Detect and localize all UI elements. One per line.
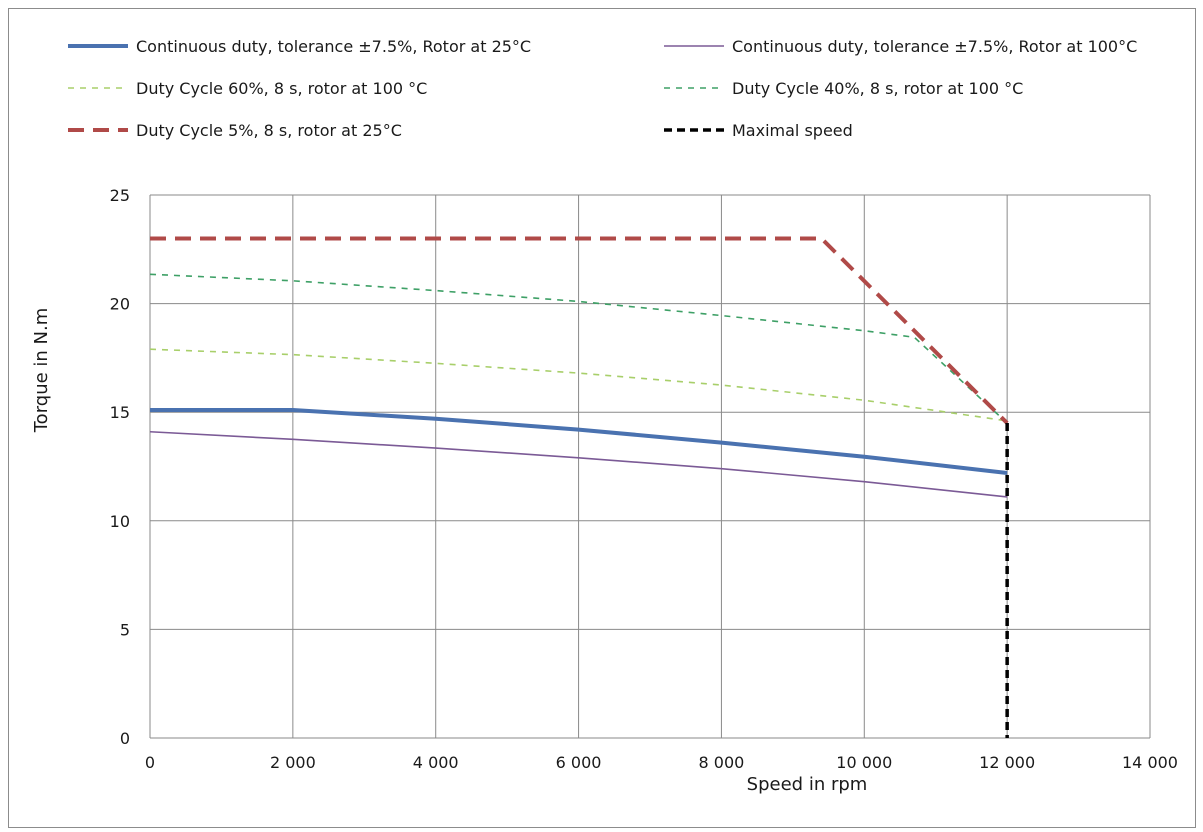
x-tick-label: 2 000 — [270, 753, 316, 772]
x-axis-title: Speed in rpm — [747, 774, 868, 795]
y-axis-title: Torque in N.m — [31, 308, 52, 434]
series-line-1 — [150, 408, 1008, 476]
chart-frame — [8, 8, 1196, 828]
y-tick-label: 5 — [120, 620, 130, 639]
legend-label-6: Maximal speed — [732, 121, 853, 140]
y-tick-label: 20 — [110, 295, 130, 314]
x-tick-label: 14 000 — [1122, 753, 1178, 772]
series-line-5 — [150, 236, 1009, 425]
x-tick-label: 8 000 — [699, 753, 745, 772]
legend-label-4: Duty Cycle 40%, 8 s, rotor at 100 °C — [732, 79, 1023, 98]
y-tick-label: 15 — [110, 403, 130, 422]
series-lines — [149, 236, 1009, 738]
y-tick-label: 0 — [120, 729, 130, 748]
x-tick-label: 4 000 — [413, 753, 459, 772]
series-line-2 — [149, 430, 1008, 498]
series-line-4 — [149, 273, 1008, 424]
x-tick-label: 6 000 — [556, 753, 602, 772]
legend-label-5: Duty Cycle 5%, 8 s, rotor at 25°C — [136, 121, 402, 140]
legend-label-1: Continuous duty, tolerance ±7.5%, Rotor … — [136, 37, 531, 56]
x-tick-label: 0 — [145, 753, 155, 772]
legend: Continuous duty, tolerance ±7.5%, Rotor … — [68, 37, 1137, 140]
legend-label-2: Continuous duty, tolerance ±7.5%, Rotor … — [732, 37, 1137, 56]
x-tick-label: 12 000 — [979, 753, 1035, 772]
y-tick-label: 10 — [110, 512, 130, 531]
y-axis-ticks: 0 5 10 15 20 25 — [110, 186, 130, 748]
x-axis-ticks: 0 2 000 4 000 6 000 8 000 10 000 12 000 14 000 — [145, 753, 1178, 772]
x-tick-label: 10 000 — [836, 753, 892, 772]
grid — [149, 194, 1151, 739]
legend-label-3: Duty Cycle 60%, 8 s, rotor at 100 °C — [136, 79, 427, 98]
y-tick-label: 25 — [110, 186, 130, 205]
